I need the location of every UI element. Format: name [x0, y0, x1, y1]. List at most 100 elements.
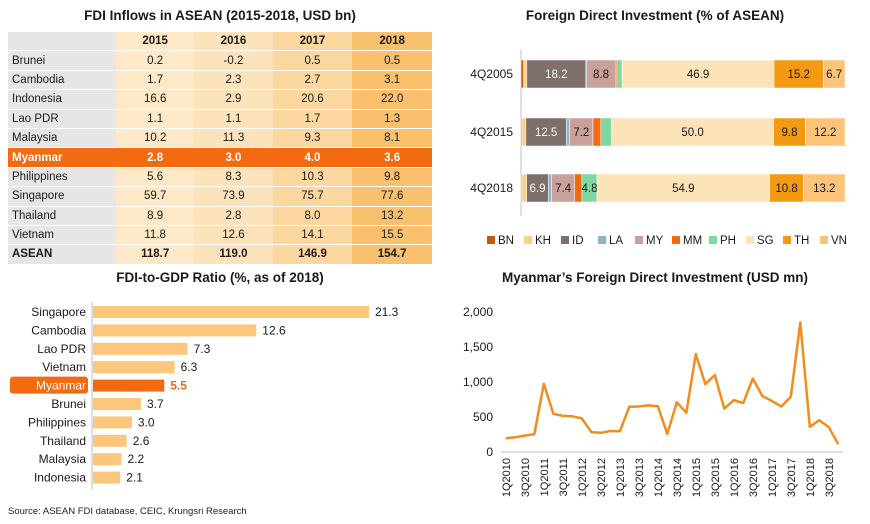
data-label: 12.2 — [814, 127, 836, 139]
value-cell: 73.9 — [194, 186, 273, 207]
legend-swatch — [635, 236, 643, 244]
source-note: Source: ASEAN FDI database, CEIC, Krungs… — [8, 506, 247, 517]
bar-segment-kh — [523, 59, 528, 89]
country-cell: Myanmar — [8, 147, 116, 168]
data-label: 54.9 — [672, 183, 694, 195]
data-label: 12.5 — [535, 127, 557, 139]
legend-label: LA — [609, 235, 623, 247]
country-cell: Thailand — [8, 206, 116, 226]
value-label: 2.1 — [126, 471, 143, 485]
x-tick-label: 3Q2018 — [824, 458, 836, 497]
legend-swatch — [820, 236, 828, 244]
table-header-row: 2015 2016 2017 2018 — [8, 32, 432, 52]
fdi-inflows-table: 2015 2016 2017 2018 Brunei 0.2 -0.2 0.5 0.5 C… — [8, 32, 432, 265]
bar-segment-sg — [596, 173, 770, 203]
y-tick-label: 2,000 — [463, 305, 493, 319]
fdi-share-chart: 4Q2005 18.2 8.8 46.9 15.2 6.7 4Q2015 12.5 7.2 50.… — [470, 50, 847, 247]
table-row: Singapore 59.7 73.9 75.7 77.6 — [8, 186, 432, 207]
bar — [93, 324, 257, 337]
value-cell: 2.8 — [194, 206, 273, 226]
legend-swatch — [746, 236, 754, 244]
data-label: 13.2 — [813, 183, 835, 195]
table-body: Brunei 0.2 -0.2 0.5 0.5 Cambodia 1.7 2.3 2.7 3.1 I… — [8, 50, 432, 265]
value-cell: 3.6 — [352, 147, 432, 168]
country-cell: ASEAN — [8, 244, 116, 265]
value-cell: 146.9 — [272, 244, 353, 265]
value-cell: 119.0 — [194, 244, 273, 265]
value-cell: 14.1 — [272, 225, 353, 246]
bar-segment-th — [769, 173, 804, 203]
bar-segment-th — [773, 117, 806, 147]
category-label: 4Q2018 — [470, 181, 513, 195]
value-cell: 8.9 — [116, 206, 195, 226]
category-label: Philippines — [28, 415, 86, 429]
value-cell: 10.2 — [116, 128, 195, 149]
fdi-inflows-title: FDI Inflows in ASEAN (2015-2018, USD bn) — [84, 8, 356, 23]
y-tick-label: 500 — [473, 410, 493, 424]
value-cell: 9.8 — [352, 167, 432, 188]
value-cell: 2.7 — [272, 70, 353, 91]
category-label: Cambodia — [31, 323, 86, 337]
value-label: 5.5 — [170, 379, 187, 393]
data-label: 7.4 — [555, 183, 572, 195]
bar-segment-my — [586, 59, 616, 89]
category-label: Vietnam — [42, 360, 86, 374]
bar — [93, 306, 369, 318]
fdi-series-line — [505, 321, 840, 445]
header-2015: 2015 — [116, 32, 195, 52]
bar-segment-ph — [600, 117, 612, 147]
x-tick-label: 3Q2017 — [786, 458, 798, 497]
value-label: 2.2 — [128, 452, 145, 466]
x-tick-label: 3Q2010 — [520, 458, 532, 497]
value-cell: 8.3 — [194, 167, 273, 188]
value-cell: 11.3 — [194, 128, 273, 149]
header-2017: 2017 — [272, 32, 353, 52]
value-cell: 0.2 — [116, 50, 195, 71]
legend-swatch — [524, 236, 532, 244]
data-label: 7.2 — [573, 127, 589, 139]
country-cell: Vietnam — [8, 225, 116, 246]
category-label: 4Q2015 — [470, 125, 513, 139]
table-row: Cambodia 1.7 2.3 2.7 3.1 — [8, 70, 432, 91]
myanmar-fdi-title: Myanmar’s Foreign Direct Investment (USD… — [501, 270, 809, 285]
value-label: 12.6 — [262, 323, 286, 337]
value-cell: 3.0 — [194, 147, 273, 168]
country-cell: Cambodia — [8, 70, 116, 91]
header-2018: 2018 — [352, 32, 432, 52]
bar — [93, 379, 165, 392]
bar-segment-vn — [803, 173, 846, 203]
value-cell: 1.7 — [116, 70, 195, 91]
bar-segment-id — [526, 59, 587, 89]
table-row: Philippines 5.6 8.3 10.3 9.8 — [8, 167, 432, 188]
value-cell: 77.6 — [352, 186, 432, 207]
table-row: Brunei 0.2 -0.2 0.5 0.5 — [8, 50, 432, 71]
x-tick-label: 1Q2011 — [539, 458, 551, 496]
value-cell: 20.6 — [272, 89, 353, 110]
value-cell: 75.7 — [272, 186, 353, 207]
value-cell: 11.8 — [116, 225, 195, 246]
value-cell: 8.1 — [352, 128, 432, 149]
value-cell: 8.0 — [272, 206, 353, 226]
value-cell: -0.2 — [194, 50, 273, 71]
value-cell: 22.0 — [352, 89, 432, 110]
x-tick-label: 1Q2012 — [577, 458, 589, 497]
bar-segment-th — [773, 59, 824, 89]
category-label: Myanmar — [36, 379, 86, 393]
legend-swatch — [709, 236, 717, 244]
value-cell: 2.8 — [116, 147, 195, 168]
legend-label: MY — [646, 235, 664, 247]
data-label: 18.2 — [545, 69, 567, 81]
value-cell: 2.9 — [194, 89, 273, 110]
bar-segment-la — [548, 173, 552, 203]
x-tick-label: 3Q2012 — [596, 458, 608, 497]
bar-segment-la — [566, 117, 570, 147]
x-tick-label: 1Q2015 — [691, 458, 703, 497]
x-tick-label: 1Q2017 — [767, 458, 779, 497]
header-2016: 2016 — [194, 32, 273, 52]
bar — [93, 398, 141, 410]
value-cell: 4.0 — [272, 147, 353, 168]
value-cell: 1.3 — [352, 109, 432, 129]
legend-swatch — [672, 236, 680, 244]
data-label: 6.9 — [529, 183, 545, 195]
x-tick-label: 1Q2016 — [729, 458, 741, 497]
